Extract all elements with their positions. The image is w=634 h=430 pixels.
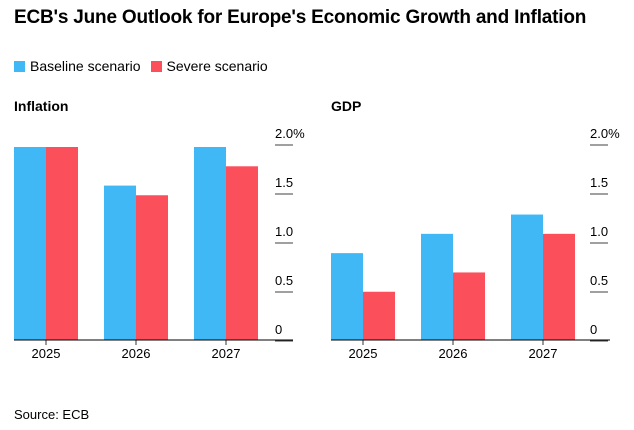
legend-swatch-severe xyxy=(150,60,162,72)
source-note: Source: ECB xyxy=(14,407,90,422)
gdp-ytick-label: 0.5 xyxy=(590,273,608,288)
inflation-xtick-label: 2026 xyxy=(122,346,151,361)
gdp-bar-severe-2026 xyxy=(453,272,485,340)
gdp-ytick-label: 1.5 xyxy=(590,175,608,190)
gdp-panel-title: GDP xyxy=(331,98,362,114)
gdp-chart: 2.0% 1.5 1.0 0.5 0 2025 2026 2027 xyxy=(331,126,620,361)
gdp-bar-severe-2027 xyxy=(543,233,575,340)
gdp-bar-baseline-2026 xyxy=(421,233,453,340)
legend-swatch-baseline xyxy=(14,60,25,72)
legend: Baseline scenario Severe scenario xyxy=(14,57,278,75)
gdp-xtick-label: 2027 xyxy=(529,346,558,361)
inflation-xtick-label: 2027 xyxy=(212,346,241,361)
gdp-bar-baseline-2027 xyxy=(511,214,543,340)
inflation-panel-title: Inflation xyxy=(14,98,69,114)
legend-item-baseline: Baseline scenario xyxy=(14,57,141,75)
inflation-bar-severe-2025 xyxy=(46,147,78,340)
inflation-bar-severe-2026 xyxy=(136,195,168,340)
legend-label-baseline: Baseline scenario xyxy=(30,58,141,74)
legend-item-severe: Severe scenario xyxy=(150,57,268,75)
inflation-bar-baseline-2027 xyxy=(194,147,226,340)
inflation-bar-baseline-2026 xyxy=(104,185,136,340)
inflation-bar-baseline-2025 xyxy=(14,147,46,340)
gdp-bar-severe-2025 xyxy=(363,291,395,340)
gdp-ytick-label: 2.0% xyxy=(590,126,620,141)
chart-title: ECB's June Outlook for Europe's Economic… xyxy=(14,7,587,28)
inflation-xtick-label: 2025 xyxy=(32,346,61,361)
inflation-bar-severe-2027 xyxy=(226,166,258,340)
gdp-xtick-label: 2025 xyxy=(349,346,378,361)
legend-label-severe: Severe scenario xyxy=(166,58,268,74)
inflation-ytick-label: 0.5 xyxy=(275,273,293,288)
inflation-ytick-label: 2.0% xyxy=(275,126,305,141)
gdp-xtick-label: 2026 xyxy=(439,346,468,361)
inflation-ytick-label: 1.5 xyxy=(275,175,293,190)
gdp-ytick-label: 1.0 xyxy=(590,224,608,239)
inflation-ytick-label: 0 xyxy=(275,322,282,337)
inflation-ytick-label: 1.0 xyxy=(275,224,293,239)
gdp-ytick-label: 0 xyxy=(590,322,597,337)
inflation-chart: 2.0% 1.5 1.0 0.5 0 2025 2026 2027 xyxy=(14,126,305,361)
gdp-bar-baseline-2025 xyxy=(331,253,363,340)
